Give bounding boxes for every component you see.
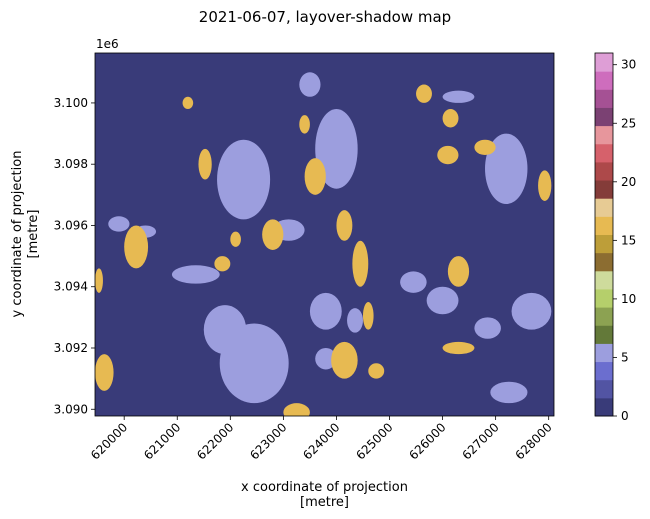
shadow-region-8 [315,347,337,370]
y-tick-label: 3.092 [54,341,88,355]
layover-region-39 [368,363,385,379]
shadow-region-15 [400,271,427,293]
colorbar-segment [595,180,613,199]
layover-region-23 [331,341,358,379]
colorbar-segment [595,161,613,181]
layover-region-25 [262,219,284,250]
layover-region-19 [304,158,326,195]
x-axis-label-line1: x coordinate of projection [241,480,408,495]
layover-region-21 [352,240,369,287]
x-tick-label: 628000 [513,420,555,462]
layover-region-41 [299,115,310,134]
colorbar-tick-label: 15 [621,233,636,247]
region-layer [95,72,552,416]
colorbar-tick-label: 30 [621,58,636,72]
colorbar-segment [595,143,613,163]
colorbar-segment [595,325,613,344]
colorbar-segment [595,270,613,290]
colorbar-segment [595,307,613,326]
shadow-region-3 [171,265,220,284]
x-tick-label: 622000 [194,420,236,462]
y-tick-label: 3.098 [54,157,88,171]
layover-region-37 [416,84,432,103]
chart-title: 2021-06-07, layover-shadow map [199,8,451,26]
shadow-region-16 [108,216,130,232]
layover-region-29 [447,256,470,287]
layover-region-24 [283,403,310,416]
layover-region-38 [442,109,459,128]
y-offset-label: 1e6 [96,37,119,51]
y-axis-label-line1: y coordinate of projection [10,151,25,318]
y-tick-label: 3.094 [54,280,88,294]
colorbar-segment [595,288,613,308]
colorbar-segment [595,71,613,90]
y-axis: 3.090 3.092 3.094 3.096 3.098 3.100 [54,96,95,416]
colorbar-tick-label: 10 [621,292,636,306]
shadow-region-12 [426,286,459,315]
layover-region-28 [95,268,103,293]
shadow-region-14 [490,381,528,404]
colorbar-segment [595,343,613,363]
y-tick-label: 3.096 [54,218,88,232]
layover-region-30 [437,145,459,165]
shadow-region-9 [347,308,363,333]
x-tick-label: 623000 [247,420,289,462]
colorbar-segment [595,397,613,417]
shadow-region-2 [203,305,247,355]
shadow-region-17 [442,90,475,103]
plot-area [94,52,555,417]
plot-frame [94,52,555,417]
colorbar-segment [595,361,613,381]
colorbar-segment [595,107,613,127]
shadow-region-10 [485,133,528,205]
colorbar-segment [595,198,613,217]
layover-region-20 [336,210,353,241]
shadow-region-5 [315,109,358,189]
colorbar-segment [595,125,613,145]
x-axis-label-line2: [metre] [300,495,349,510]
colorbar-segment [595,53,613,72]
x-tick-label: 620000 [88,420,130,462]
colorbar-frame [594,52,614,417]
colorbar-tick-label: 20 [621,175,636,189]
x-tick-label: 624000 [300,420,342,462]
x-axis: 620000 621000 622000 623000 624000 625000 6260… [88,416,555,463]
x-tick-label: 621000 [141,420,183,462]
colorbar-segment [595,379,613,399]
colorbar-tick-label: 25 [621,116,636,130]
layover-region-36 [214,256,231,272]
x-tick-label: 627000 [459,420,501,462]
colorbar: 0 5 10 15 20 25 30 [594,52,636,423]
shadow-region-0 [217,139,271,220]
x-tick-label: 625000 [353,420,395,462]
colorbar-tick-label: 5 [621,350,629,364]
y-axis-label-line2: [metre] [26,210,41,259]
y-tick-label: 3.090 [54,402,88,416]
shadow-region-11 [511,292,552,330]
x-tick-label: 626000 [406,420,448,462]
colorbar-tick-label: 0 [621,409,629,423]
colorbar-segment [595,234,613,254]
layover-region-34 [198,148,212,180]
layover-region-22 [362,302,374,330]
layover-region-26 [95,354,114,391]
layover-region-35 [230,231,241,247]
colorbar-segment [595,216,613,235]
colorbar-segment [595,252,613,272]
shadow-region-13 [474,317,501,339]
layover-region-32 [538,170,552,201]
layover-region-33 [442,341,475,355]
layover-region-27 [124,225,149,269]
y-tick-label: 3.100 [54,96,88,110]
colorbar-segment [595,89,613,108]
shadow-region-7 [309,292,342,330]
shadow-region-6 [299,72,321,97]
layover-region-40 [182,96,194,110]
layover-region-31 [474,139,496,156]
